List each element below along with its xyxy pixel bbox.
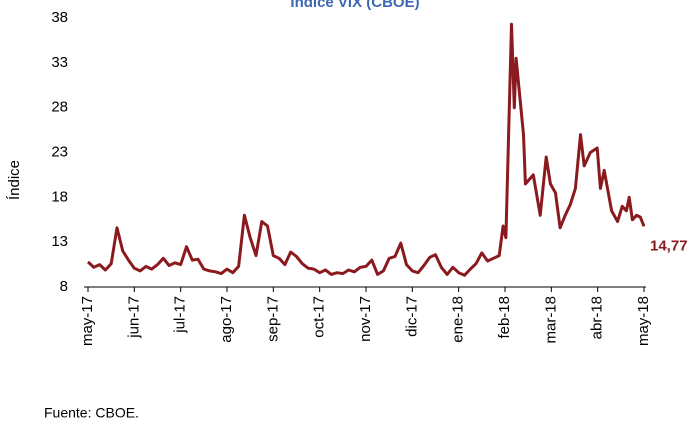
x-tick-label: may-17 (79, 296, 96, 346)
last-value-label: 14,77 (650, 237, 688, 254)
x-tick-label: ene-18 (450, 296, 467, 343)
x-tick-label: mar-18 (542, 296, 559, 344)
x-tick-label: sep-17 (264, 296, 281, 342)
x-tick-label: ago-17 (218, 296, 235, 343)
x-tick-label: nov-17 (357, 296, 374, 342)
x-tick-label: jun-17 (125, 296, 142, 339)
y-tick-label: 18 (51, 188, 68, 205)
x-tick-label: feb-18 (496, 296, 513, 339)
y-tick-label: 23 (51, 143, 68, 160)
x-tick-label: abr-18 (589, 296, 606, 339)
x-tick-label: oct-17 (311, 296, 328, 338)
y-tick-label: 33 (51, 54, 68, 71)
y-tick-label: 38 (51, 9, 68, 26)
chart-title: Índice VIX (CBOE) (290, 0, 419, 11)
y-axis-label: Índice (6, 160, 23, 200)
y-tick-label: 8 (60, 278, 68, 295)
y-tick-label: 13 (51, 233, 68, 250)
x-tick-label: jul-17 (172, 296, 189, 334)
x-tick-label: dic-17 (403, 296, 420, 337)
source: Fuente: CBOE. (44, 405, 139, 421)
vix-line (86, 22, 646, 277)
y-tick-label: 28 (51, 99, 68, 116)
x-tick-label: may-18 (635, 296, 652, 346)
